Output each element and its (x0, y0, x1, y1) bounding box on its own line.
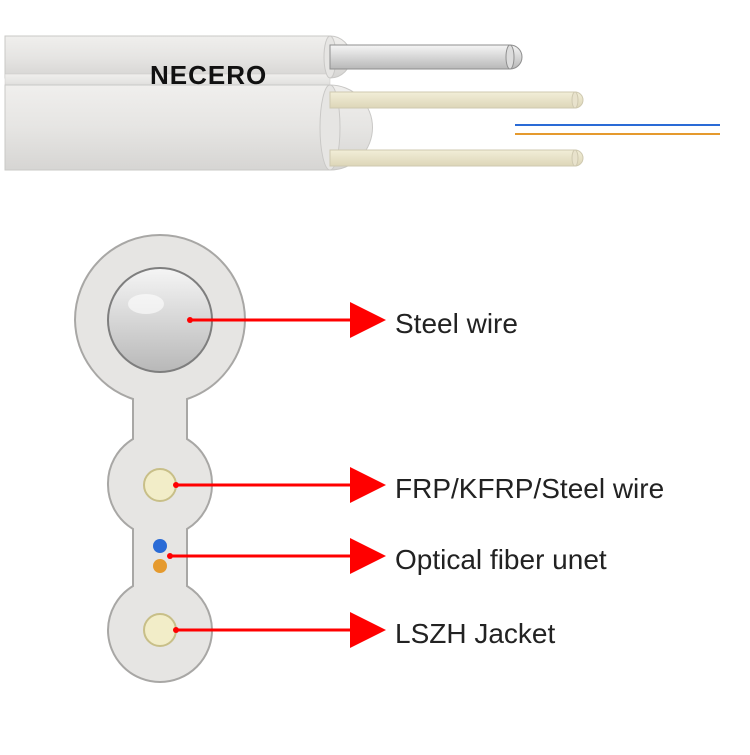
optical-fiber (153, 559, 167, 573)
cable-cross-section (75, 235, 245, 682)
diagram-canvas (0, 0, 750, 750)
frp-strength-member (144, 614, 176, 646)
callout-label: LSZH Jacket (395, 618, 555, 650)
optical-fiber (153, 539, 167, 553)
frp-strength-member (144, 469, 176, 501)
callout-label: FRP/KFRP/Steel wire (395, 473, 664, 505)
callout-label: Steel wire (395, 308, 518, 340)
brand-logo: NECERO (150, 60, 267, 91)
callout-label: Optical fiber unet (395, 544, 607, 576)
cable-3d-view (5, 36, 720, 170)
